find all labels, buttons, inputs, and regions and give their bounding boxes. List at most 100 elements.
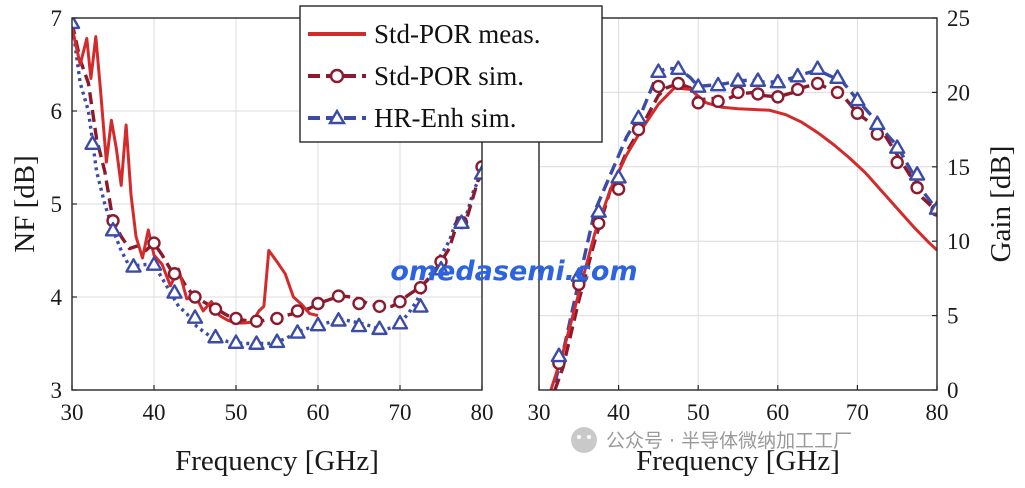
nf-xlabel: Frequency [GHz] bbox=[175, 445, 379, 477]
gain-ylabel: Gain [dB] bbox=[985, 146, 1017, 263]
gain-marker-circle bbox=[651, 79, 666, 94]
nf-marker-triangle bbox=[125, 258, 142, 273]
nf-marker-circle bbox=[372, 299, 387, 313]
nf-marker-triangle bbox=[72, 18, 81, 30]
gain-marker-triangle bbox=[630, 109, 647, 125]
nf-marker-triangle bbox=[227, 334, 245, 350]
gain-marker-triangle bbox=[550, 347, 568, 363]
legend: Std-POR meas. Std-POR sim. HR-Enh sim. bbox=[299, 5, 603, 143]
nf-marker-circle bbox=[352, 296, 366, 311]
gain-marker-triangle bbox=[670, 60, 687, 76]
gain-marker-circle bbox=[890, 155, 904, 170]
gain-marker-circle bbox=[850, 106, 865, 120]
gain-marker-circle bbox=[910, 180, 924, 195]
gain-ticks: 30 40 50 60 70 800 5 10 15 20 25 bbox=[528, 6, 971, 425]
nf-marker-triangle bbox=[309, 316, 327, 332]
gain-ytick-label: 20 bbox=[947, 80, 970, 105]
nf-xtick-label: 60 bbox=[307, 400, 330, 425]
gain-plot: 30 40 50 60 70 800 5 10 15 20 25 Frequency [GHz] G… bbox=[528, 6, 1018, 477]
nf-marker-triangle bbox=[166, 284, 183, 299]
nf-marker-circle bbox=[413, 281, 428, 295]
nf-marker-circle bbox=[290, 304, 305, 318]
nf-marker-triangle bbox=[207, 328, 224, 344]
watermark-footer-text: 公众号 · 半导体微纳加工工厂 bbox=[606, 430, 852, 452]
nf-marker-circle bbox=[331, 289, 346, 303]
legend-label: Std-POR sim. bbox=[374, 61, 524, 91]
gain-marker-circle bbox=[751, 87, 765, 101]
nf-marker-circle bbox=[270, 311, 284, 326]
legend-label: HR-Enh sim. bbox=[374, 103, 517, 133]
gain-marker-triangle bbox=[769, 73, 786, 89]
gain-axes-box bbox=[538, 17, 938, 391]
nf-marker-triangle bbox=[453, 214, 470, 230]
nf-marker-circle bbox=[208, 302, 223, 316]
gain-marker-triangle bbox=[889, 139, 906, 154]
nf-ticks: 30 40 50 60 70 80 3 4 5 6 7 bbox=[51, 6, 494, 425]
nf-marker-triangle bbox=[84, 135, 101, 151]
legend-entry-3: HR-Enh sim. bbox=[308, 103, 517, 133]
gain-marker-circle bbox=[711, 94, 725, 109]
nf-ytick-label: 4 bbox=[51, 285, 63, 310]
gain-marker-triangle bbox=[908, 166, 926, 181]
gain-marker-circle bbox=[830, 85, 845, 100]
gain-ytick-label: 0 bbox=[947, 378, 959, 403]
nf-marker-triangle bbox=[350, 317, 368, 333]
nf-ytick-label: 5 bbox=[51, 192, 63, 217]
gain-marker-triangle bbox=[610, 169, 627, 184]
gain-xtick-label: 30 bbox=[528, 400, 551, 425]
nf-xtick-label: 30 bbox=[61, 400, 84, 425]
gain-xtick-label: 40 bbox=[607, 400, 630, 425]
nf-marker-triangle bbox=[268, 333, 286, 349]
legend-entry-1: Std-POR meas. bbox=[308, 19, 541, 49]
gain-marker-circle bbox=[691, 96, 705, 110]
nf-ytick-label: 3 bbox=[51, 378, 63, 403]
gain-marker-triangle bbox=[690, 78, 707, 93]
nf-marker-triangle bbox=[432, 260, 450, 276]
gain-marker-circle bbox=[611, 182, 626, 196]
gain-marker-triangle bbox=[869, 115, 886, 131]
gain-marker-triangle bbox=[809, 60, 826, 76]
nf-marker-triangle bbox=[248, 335, 265, 350]
nf-marker-triangle bbox=[289, 324, 306, 339]
nf-series bbox=[72, 18, 482, 350]
wechat-icon bbox=[571, 427, 597, 453]
legend-label: Std-POR meas. bbox=[374, 19, 541, 49]
gain-xtick-label: 70 bbox=[846, 400, 869, 425]
nf-marker-circle bbox=[188, 290, 202, 304]
gain-marker-circle bbox=[791, 82, 805, 97]
gain-xtick-label: 80 bbox=[926, 400, 949, 425]
gain-xlabel: Frequency [GHz] bbox=[636, 445, 840, 477]
gain-series-hr-enh-sim bbox=[553, 66, 937, 384]
nf-marker-triangle bbox=[104, 221, 122, 237]
nf-marker-circle bbox=[393, 294, 407, 309]
gain-ytick-label: 15 bbox=[947, 155, 970, 180]
nf-marker-triangle bbox=[473, 165, 482, 180]
gain-marker-triangle bbox=[590, 203, 607, 218]
gain-marker-circle bbox=[870, 127, 884, 141]
nf-marker-circle bbox=[311, 296, 325, 311]
gain-marker-circle bbox=[771, 90, 785, 104]
gain-xtick-label: 60 bbox=[766, 400, 789, 425]
gain-marker-circle bbox=[631, 122, 646, 137]
nf-ytick-label: 6 bbox=[51, 99, 63, 124]
nf-xtick-label: 70 bbox=[389, 400, 412, 425]
gain-marker-triangle bbox=[749, 72, 767, 87]
nf-marker-triangle bbox=[145, 256, 163, 271]
legend-entry-2: Std-POR sim. bbox=[308, 61, 524, 91]
nf-marker-circle bbox=[229, 311, 243, 326]
watermark-center: omedasemi.com bbox=[390, 256, 637, 287]
nf-xtick-label: 40 bbox=[143, 400, 166, 425]
nf-marker-circle bbox=[167, 267, 182, 281]
gain-xtick-label: 50 bbox=[687, 400, 710, 425]
gain-series bbox=[549, 60, 937, 390]
nf-xtick-label: 80 bbox=[471, 400, 494, 425]
gain-marker-triangle bbox=[709, 76, 727, 92]
gain-ytick-label: 5 bbox=[947, 304, 959, 329]
nf-marker-circle bbox=[147, 236, 161, 250]
gain-ytick-label: 10 bbox=[947, 229, 970, 254]
nf-ytick-label: 7 bbox=[51, 6, 63, 31]
nf-marker-triangle bbox=[412, 298, 429, 313]
nf-xtick-label: 50 bbox=[225, 400, 248, 425]
gain-marker-triangle bbox=[928, 200, 937, 215]
